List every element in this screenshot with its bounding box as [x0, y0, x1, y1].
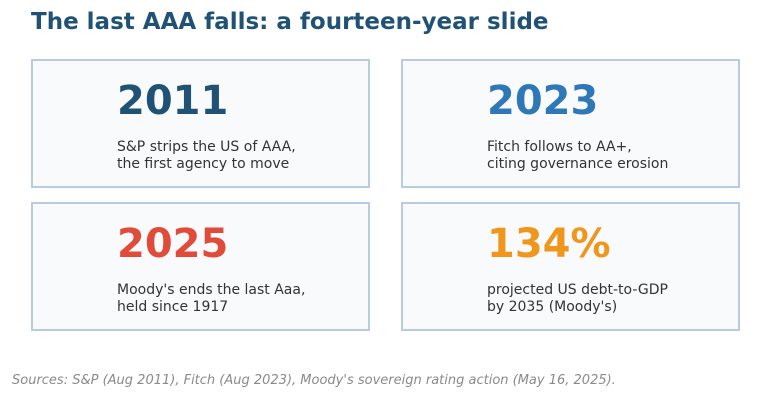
stat-card-2025: 2025 Moody's ends the last Aaa, held sin…: [31, 202, 370, 331]
stat-value: 2025: [117, 221, 229, 267]
stat-description-line: Moody's ends the last Aaa,: [117, 282, 306, 298]
stat-description: Fitch follows to AA+, citing governance …: [487, 139, 668, 173]
stat-card-debt-to-gdp: 134% projected US debt-to-GDP by 2035 (M…: [401, 202, 740, 331]
stat-description-line: citing governance erosion: [487, 156, 669, 172]
stat-description: S&P strips the US of AAA, the first agen…: [117, 139, 296, 173]
stat-value: 134%: [487, 221, 611, 267]
stat-card-2011: 2011 S&P strips the US of AAA, the first…: [31, 59, 370, 188]
stat-description-line: Fitch follows to AA+,: [487, 139, 632, 155]
stat-description: projected US debt-to-GDP by 2035 (Moody'…: [487, 282, 668, 316]
stat-description: Moody's ends the last Aaa, held since 19…: [117, 282, 305, 316]
sources-footnote: Sources: S&P (Aug 2011), Fitch (Aug 2023…: [12, 373, 616, 388]
stat-card-2023: 2023 Fitch follows to AA+, citing govern…: [401, 59, 740, 188]
stat-description-line: the first agency to move: [117, 156, 290, 172]
stat-value: 2023: [487, 78, 599, 124]
stat-description-line: projected US debt-to-GDP: [487, 282, 669, 298]
stat-description-line: S&P strips the US of AAA,: [117, 139, 296, 155]
stat-description-line: held since 1917: [117, 299, 229, 315]
stat-value: 2011: [117, 78, 229, 124]
page-title: The last AAA falls: a fourteen-year slid…: [31, 9, 549, 35]
stat-description-line: by 2035 (Moody's): [487, 299, 618, 315]
